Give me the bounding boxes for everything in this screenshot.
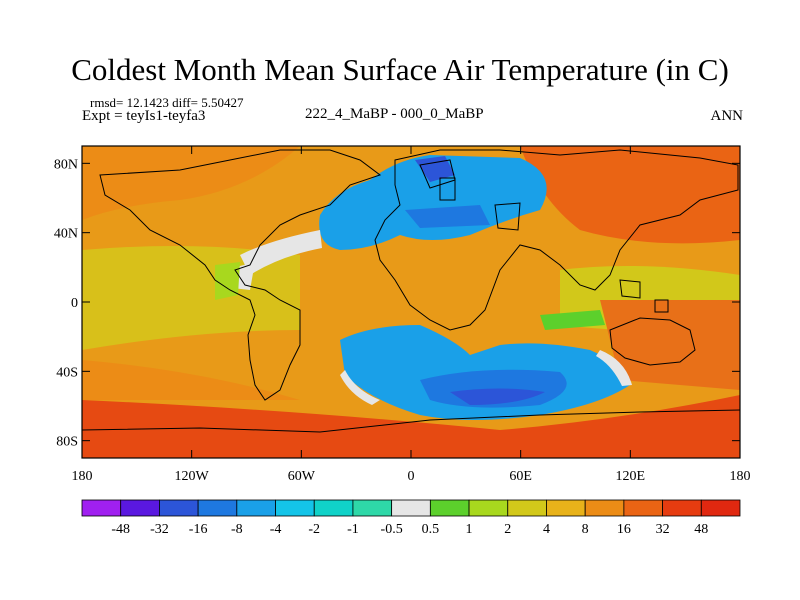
colorbar-swatch — [662, 499, 702, 517]
y-axis: 80N 40N 0 40S 80S — [54, 157, 740, 450]
field-warm-south — [82, 395, 740, 458]
coastline-inland-seas — [419, 159, 521, 231]
colorbar-label: -8 — [231, 522, 243, 537]
y-tick-label: 80S — [56, 435, 78, 450]
y-tick-label: 40N — [54, 227, 78, 242]
y-tick-label: 40S — [56, 365, 78, 380]
colorbar-swatch — [391, 499, 431, 517]
x-tick-label: 120W — [175, 469, 210, 484]
season-label: ANN — [710, 108, 744, 124]
colorbar-swatch — [236, 499, 276, 517]
colorbar-label: 8 — [582, 522, 589, 537]
x-tick-label: 60W — [288, 469, 316, 484]
coastline-islands — [619, 279, 669, 313]
coastline-antarctica — [82, 409, 740, 433]
colorbar-swatch — [81, 499, 122, 517]
field-warm-nw — [82, 146, 300, 220]
coastline-australia — [609, 317, 696, 366]
colorbar-label: 32 — [656, 522, 670, 537]
cold-core-north — [405, 205, 490, 228]
colorbar-swatch — [120, 499, 160, 517]
period-label: 222_4_MaBP - 000_0_MaBP — [305, 106, 484, 122]
coastline-eurasia-africa — [374, 149, 739, 331]
colorbar-swatch — [313, 499, 354, 517]
x-tick-label: 60E — [509, 469, 532, 484]
colorbar: -48 -32 -16 -8 -4 -2 -1 -0.5 0.5 1 2 4 8 16 32 48 — [81, 499, 741, 537]
x-tick-label: 120E — [616, 469, 646, 484]
colorbar-label: 48 — [694, 522, 708, 537]
colorbar-swatch — [352, 499, 393, 517]
colorbar-label: -2 — [308, 522, 320, 537]
field-warm-australia — [600, 300, 740, 390]
colorbar-swatch — [197, 499, 238, 517]
temperature-field — [82, 146, 740, 458]
y-tick-label: 0 — [71, 296, 78, 311]
colorbar-swatch — [700, 499, 741, 517]
colorbar-label: -1 — [347, 522, 359, 537]
colorbar-swatch — [429, 499, 470, 517]
x-tick-label: 0 — [408, 469, 415, 484]
coldest-region-north — [415, 156, 455, 182]
colorbar-swatch — [584, 499, 625, 517]
colorbar-swatch — [507, 499, 547, 517]
coastlines — [82, 149, 740, 433]
colorbar-swatch — [546, 499, 586, 517]
colorbar-label: 0.5 — [422, 522, 440, 537]
colorbar-label: -4 — [270, 522, 282, 537]
colorbar-label: -32 — [150, 522, 169, 537]
colorbar-swatch — [159, 499, 199, 517]
neutral-band-south-west — [340, 370, 380, 405]
x-axis: 180 120W 60W 0 60E 120E 180 — [72, 146, 751, 484]
coastline-americas — [99, 149, 382, 401]
green-patch-east — [540, 310, 605, 330]
colorbar-label: 4 — [543, 522, 550, 537]
colorbar-swatch — [468, 499, 509, 517]
field-warm-sw — [82, 360, 300, 400]
x-tick-label: 180 — [72, 469, 93, 484]
x-tick-label: 180 — [730, 469, 751, 484]
colorbar-label: -0.5 — [381, 522, 403, 537]
neutral-band-south — [596, 350, 632, 386]
colorbar-swatch — [623, 499, 663, 517]
neutral-band-north — [240, 230, 322, 275]
colorbar-label: -16 — [189, 522, 208, 537]
colorbar-label: -48 — [111, 522, 130, 537]
chart-title: Coldest Month Mean Surface Air Temperatu… — [71, 52, 729, 87]
field-warm-ne — [520, 146, 740, 244]
rmsd-diff-label: rmsd= 12.1423 diff= 5.50427 — [90, 95, 244, 110]
coldest-region-south — [450, 388, 545, 405]
y-tick-label: 80N — [54, 157, 78, 172]
colorbar-label: 2 — [504, 522, 511, 537]
cold-region-north — [319, 155, 547, 250]
colorbar-swatch — [275, 499, 315, 517]
experiment-label: Expt = teyIs1-teyfa3 — [82, 108, 206, 124]
colorbar-label: 16 — [617, 522, 631, 537]
green-patch-west — [215, 262, 240, 300]
colorbar-label: 1 — [466, 522, 473, 537]
